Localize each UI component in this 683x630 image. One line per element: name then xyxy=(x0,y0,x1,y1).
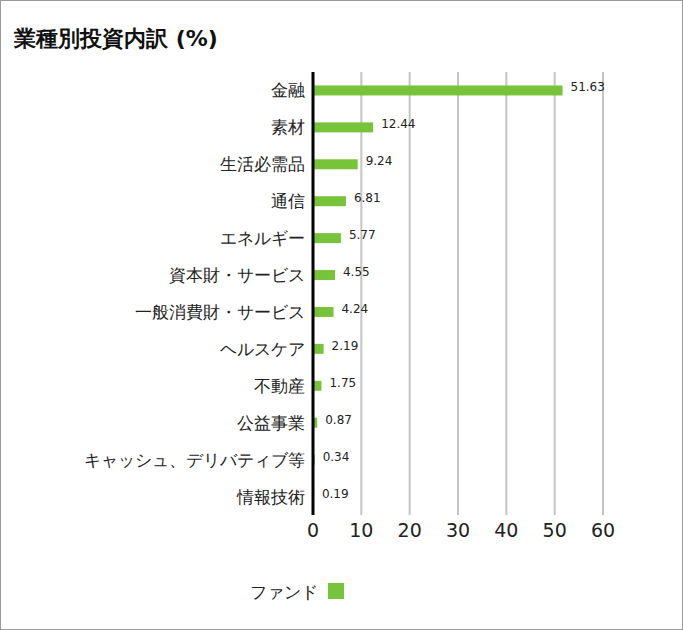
axis-range xyxy=(313,515,603,516)
category-label: キャッシュ、デリバティブ等 xyxy=(84,450,305,470)
data-label: 12.44 xyxy=(381,117,415,131)
frame xyxy=(1,1,683,630)
data-label: 0.34 xyxy=(323,450,350,464)
data-label: 0.87 xyxy=(325,413,352,427)
grid-line xyxy=(360,72,362,515)
tick-label: 60 xyxy=(591,519,615,541)
tick-label: 20 xyxy=(398,519,422,541)
category-label: 情報技術 xyxy=(236,487,305,507)
data-label: 4.24 xyxy=(341,302,368,316)
grid-line xyxy=(505,72,507,515)
data-label: 6.81 xyxy=(354,191,381,205)
category-label: エネルギー xyxy=(220,228,305,248)
grid-line xyxy=(457,72,459,515)
bar xyxy=(313,307,333,317)
category-label: 金融 xyxy=(271,80,305,100)
data-label: 4.55 xyxy=(343,265,370,279)
bar xyxy=(313,159,358,169)
category-label: ヘルスケア xyxy=(220,339,305,359)
grid-line xyxy=(554,72,556,515)
category-label: 資本財・サービス xyxy=(169,265,305,285)
data-label: 5.77 xyxy=(349,228,376,242)
title: 業種別投資内訳 (%) xyxy=(13,26,218,51)
data-label: 2.19 xyxy=(332,339,359,353)
legend-label: ファンド xyxy=(250,582,318,602)
tick-label: 40 xyxy=(494,519,518,541)
data-label: 0.19 xyxy=(322,487,349,501)
legend-swatch xyxy=(328,583,344,599)
data-label: 51.63 xyxy=(571,80,605,94)
category-label: 一般消費財・サービス xyxy=(135,302,305,322)
data-label: 9.24 xyxy=(366,154,393,168)
bar xyxy=(313,344,324,354)
tick-label: 50 xyxy=(543,519,567,541)
tick-label: 10 xyxy=(349,519,373,541)
category-label: 通信 xyxy=(271,191,305,211)
bar xyxy=(313,196,346,206)
grid-line xyxy=(602,72,604,515)
bar xyxy=(313,233,341,243)
category-label: 生活必需品 xyxy=(220,154,305,174)
category-label: 素材 xyxy=(271,117,305,137)
bar xyxy=(313,85,563,95)
category-label: 公益事業 xyxy=(237,413,305,433)
chart: 業種別投資内訳 (%) 0 10 20 30 40 50 60 51.63 12.44 9.24 6.… xyxy=(0,0,683,630)
grid-line xyxy=(409,72,411,515)
tick-label: 30 xyxy=(446,519,470,541)
data-label: 1.75 xyxy=(329,376,356,390)
bar xyxy=(313,270,335,280)
bar xyxy=(313,122,373,132)
axis-line xyxy=(312,72,315,515)
bars xyxy=(313,85,563,501)
tick-label: 0 xyxy=(307,519,319,541)
category-label: 不動産 xyxy=(254,376,305,396)
